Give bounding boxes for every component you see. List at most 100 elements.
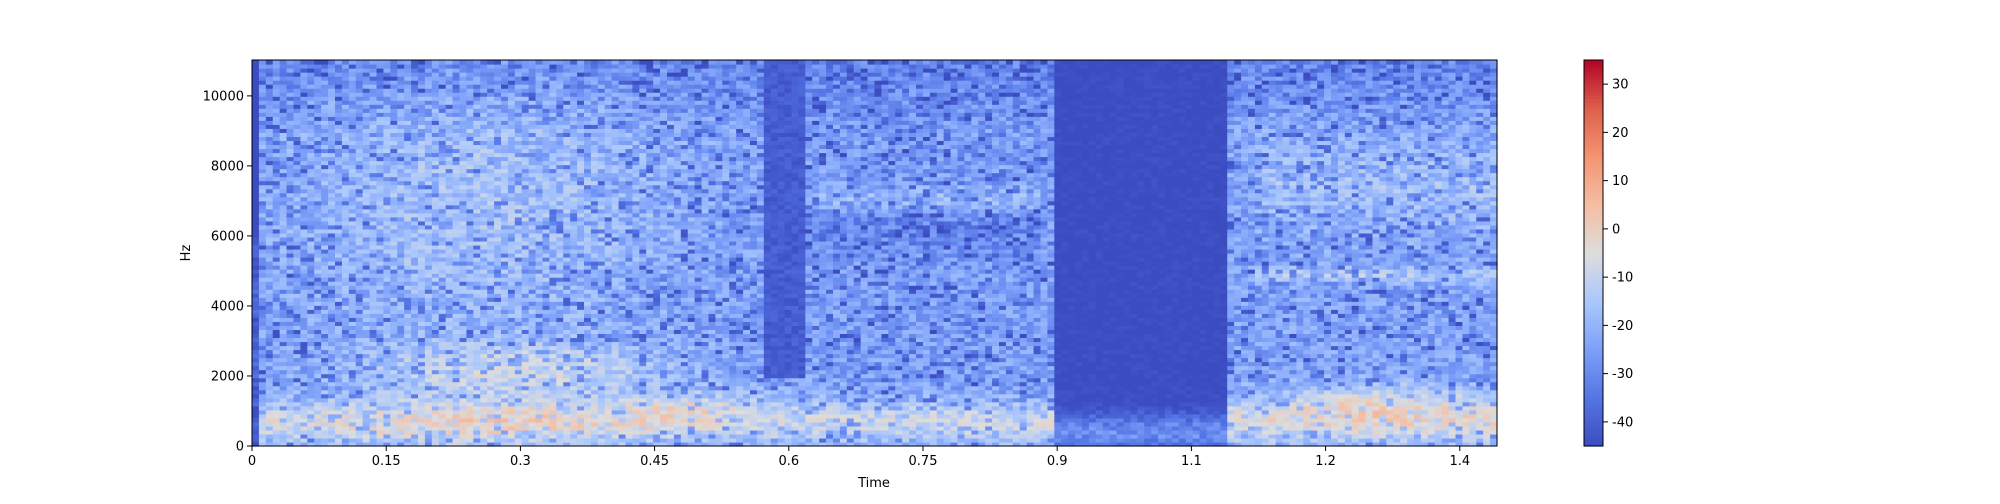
heatmap-cell — [487, 192, 495, 198]
heatmap-cell — [424, 112, 433, 117]
heatmap-cell — [438, 401, 447, 407]
heatmap-cell — [507, 353, 516, 359]
heatmap-cell — [438, 269, 447, 274]
heatmap-cell — [501, 257, 509, 262]
heatmap-cell — [501, 285, 509, 290]
heatmap-cell — [348, 120, 357, 125]
heatmap-cell — [328, 68, 336, 73]
heatmap-cell — [418, 112, 426, 117]
heatmap-cell — [528, 180, 537, 186]
heatmap-cell — [362, 421, 371, 427]
heatmap-cell — [404, 401, 412, 407]
heatmap-cell — [549, 200, 557, 206]
heatmap-cell — [341, 180, 350, 186]
heatmap-cell — [376, 196, 385, 202]
heatmap-cell — [563, 132, 571, 137]
heatmap-cell — [265, 68, 274, 73]
heatmap-cell — [397, 385, 405, 391]
heatmap-cell — [397, 297, 405, 302]
heatmap-cell — [452, 172, 461, 178]
heatmap-cell — [314, 345, 322, 351]
heatmap-cell — [590, 136, 599, 142]
heatmap-cell — [542, 381, 551, 387]
heatmap-cell — [265, 389, 274, 395]
heatmap-cell — [466, 140, 474, 146]
heatmap-cell — [584, 257, 592, 262]
heatmap-cell — [480, 224, 488, 230]
heatmap-cell — [300, 409, 308, 415]
heatmap-cell — [570, 317, 578, 322]
heatmap-cell — [258, 92, 267, 97]
heatmap-cell — [590, 441, 599, 447]
heatmap-cell — [514, 112, 523, 117]
heatmap-cell — [300, 273, 308, 278]
heatmap-cell — [369, 248, 378, 254]
heatmap-cell — [597, 100, 606, 105]
heatmap-cell — [286, 228, 295, 234]
heatmap-cell — [369, 429, 378, 435]
heatmap-cell — [584, 317, 592, 322]
heatmap-cell — [404, 325, 412, 330]
heatmap-cell — [604, 325, 613, 330]
heatmap-cell — [258, 421, 267, 427]
heatmap-cell — [369, 425, 378, 431]
heatmap-cell — [369, 437, 378, 443]
heatmap-cell — [577, 345, 585, 351]
heatmap-cell — [514, 100, 523, 105]
heatmap-cell — [335, 236, 343, 242]
heatmap-cell — [272, 172, 281, 178]
heatmap-cell — [272, 80, 281, 85]
heatmap-cell — [556, 425, 564, 431]
heatmap-cell — [286, 321, 295, 326]
heatmap-cell — [542, 317, 551, 322]
heatmap-cell — [535, 180, 544, 186]
heatmap-cell — [362, 437, 371, 443]
heatmap-cell — [335, 100, 343, 105]
heatmap-cell — [549, 321, 557, 326]
heatmap-cell — [341, 289, 350, 294]
heatmap-cell — [286, 160, 295, 166]
heatmap-cell — [473, 212, 481, 218]
heatmap-cell — [328, 437, 336, 443]
heatmap-cell — [556, 248, 564, 254]
heatmap-cell — [355, 293, 364, 298]
heatmap-cell — [376, 168, 385, 174]
heatmap-cell — [258, 228, 267, 234]
heatmap-cell — [577, 104, 585, 109]
heatmap-cell — [452, 361, 461, 367]
heatmap-cell — [584, 116, 592, 121]
heatmap-cell — [452, 285, 461, 290]
heatmap-cell — [584, 377, 592, 383]
heatmap-cell — [577, 184, 585, 190]
heatmap-cell — [459, 273, 468, 278]
heatmap-cell — [556, 148, 564, 154]
heatmap-cell — [348, 437, 357, 443]
heatmap-cell — [473, 409, 481, 415]
heatmap-cell — [459, 172, 468, 178]
heatmap-cell — [445, 377, 454, 383]
heatmap-cell — [501, 317, 509, 322]
heatmap-cell — [348, 305, 357, 310]
heatmap-cell — [473, 124, 481, 129]
heatmap-cell — [590, 345, 599, 351]
heatmap-cell — [369, 72, 378, 77]
heatmap-cell — [424, 381, 433, 387]
heatmap-cell — [286, 192, 295, 198]
heatmap-cell — [563, 337, 571, 343]
heatmap-cell — [577, 204, 585, 210]
heatmap-cell — [521, 84, 530, 89]
heatmap-cell — [431, 261, 440, 266]
heatmap-cell — [341, 104, 350, 109]
heatmap-cell — [348, 164, 357, 170]
heatmap-cell — [487, 144, 495, 150]
heatmap-cell — [507, 289, 516, 294]
heatmap-cell — [314, 353, 322, 359]
heatmap-cell — [341, 373, 350, 379]
heatmap-cell — [300, 64, 308, 69]
heatmap-cell — [452, 192, 461, 198]
heatmap-cell — [307, 176, 315, 182]
heatmap-cell — [348, 152, 357, 158]
heatmap-cell — [494, 273, 502, 278]
heatmap-cell — [494, 257, 502, 262]
heatmap-cell — [418, 80, 426, 85]
